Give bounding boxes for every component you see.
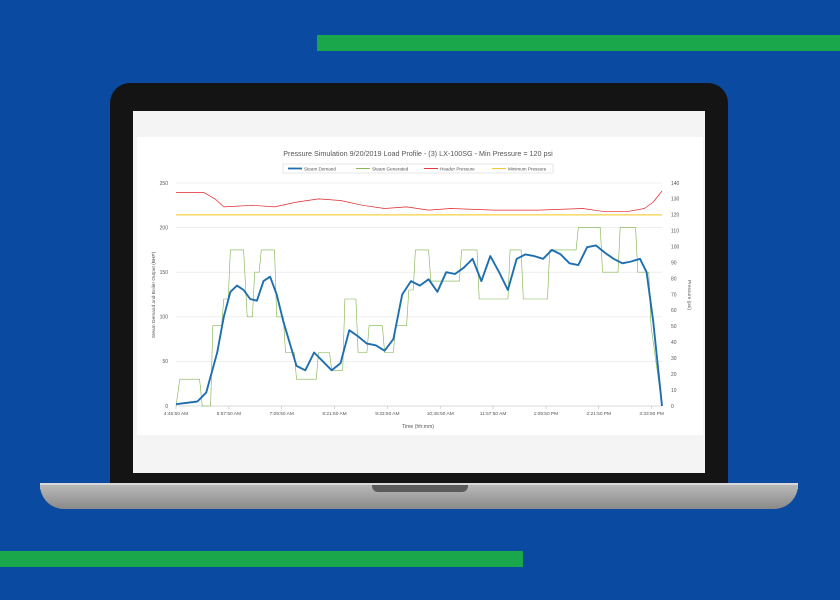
- series-steam-generated: [175, 227, 663, 407]
- y-left-tick-label: 150: [160, 270, 169, 276]
- legend-label-header-pressure: Header Pressure: [440, 166, 475, 171]
- x-tick-label: 5:57:50 AM: [217, 411, 241, 417]
- y-right-tick-label: 120: [671, 213, 680, 219]
- y-left-tick-label: 0: [165, 404, 168, 410]
- y-right-tick-label: 30: [671, 356, 677, 362]
- decorative-stripe-bottom: [0, 551, 523, 567]
- series-steam-demand: [175, 244, 663, 407]
- x-tick-label: 3:33:50 PM: [639, 411, 664, 417]
- y-left-tick-label: 200: [160, 225, 169, 231]
- y-left-tick-label: 100: [160, 315, 169, 321]
- y-right-tick-label: 100: [671, 245, 680, 251]
- y-right-tick-label: 50: [671, 324, 677, 330]
- legend-label-minimum-pressure: Minimum Pressure: [508, 166, 547, 171]
- y-right-tick-label: 90: [671, 260, 677, 266]
- x-tick-label: 2:21:50 PM: [586, 411, 611, 417]
- x-tick-label: 1:09:50 PM: [534, 411, 559, 417]
- x-tick-label: 8:21:50 AM: [322, 411, 346, 417]
- y-left-tick-label: 50: [162, 359, 168, 365]
- y-right-tick-label: 110: [671, 229, 679, 235]
- legend-label-steam-demand: Steam Demand: [304, 166, 336, 171]
- y-right-tick-label: 140: [671, 181, 680, 187]
- y-right-tick-label: 130: [671, 197, 680, 203]
- x-tick-label: 4:45:50 AM: [164, 411, 188, 417]
- y-right-tick-label: 40: [671, 340, 677, 346]
- y-axis-left-label: Steam Demand and Boiler Output (BHP): [151, 251, 157, 338]
- right-axis: 0 10 20 30 40 50 60 70 80 90 100 110 120 130 140: [671, 181, 680, 410]
- x-axis: 4:45:50 AM 5:57:50 AM 7:09:50 AM 8:21:50 AM…: [164, 405, 664, 417]
- y-axis-right-label: Pressure (psi): [686, 280, 692, 310]
- y-right-tick-label: 10: [671, 388, 677, 394]
- legend-label-steam-generated: Steam Generated: [372, 166, 409, 171]
- laptop-notch: [372, 485, 468, 492]
- y-right-tick-label: 80: [671, 276, 677, 282]
- legend-box: [282, 163, 554, 174]
- grid-lines: [176, 182, 662, 407]
- x-axis-label: Time (hh:mm): [402, 424, 434, 430]
- x-tick-label: 11:57:50 AM: [480, 411, 507, 417]
- y-right-tick-label: 20: [671, 372, 677, 378]
- y-left-tick-label: 250: [160, 181, 169, 187]
- y-right-tick-label: 0: [671, 404, 674, 410]
- x-tick-label: 9:33:50 AM: [375, 411, 399, 417]
- legend: Steam Demand Steam Generated Header Pressu…: [282, 163, 554, 174]
- series-layer: [175, 190, 663, 407]
- y-right-tick-label: 60: [671, 308, 677, 314]
- left-axis: 0 50 100 150 200 250: [160, 181, 169, 410]
- x-tick-label: 7:09:50 AM: [270, 411, 294, 417]
- x-tick-label: 10:45:50 AM: [427, 411, 454, 417]
- y-right-tick-label: 70: [671, 292, 677, 298]
- chart-title: Pressure Simulation 9/20/2019 Load Profi…: [283, 149, 553, 158]
- decorative-stripe-top: [317, 35, 840, 51]
- series-header-pressure: [176, 190, 663, 213]
